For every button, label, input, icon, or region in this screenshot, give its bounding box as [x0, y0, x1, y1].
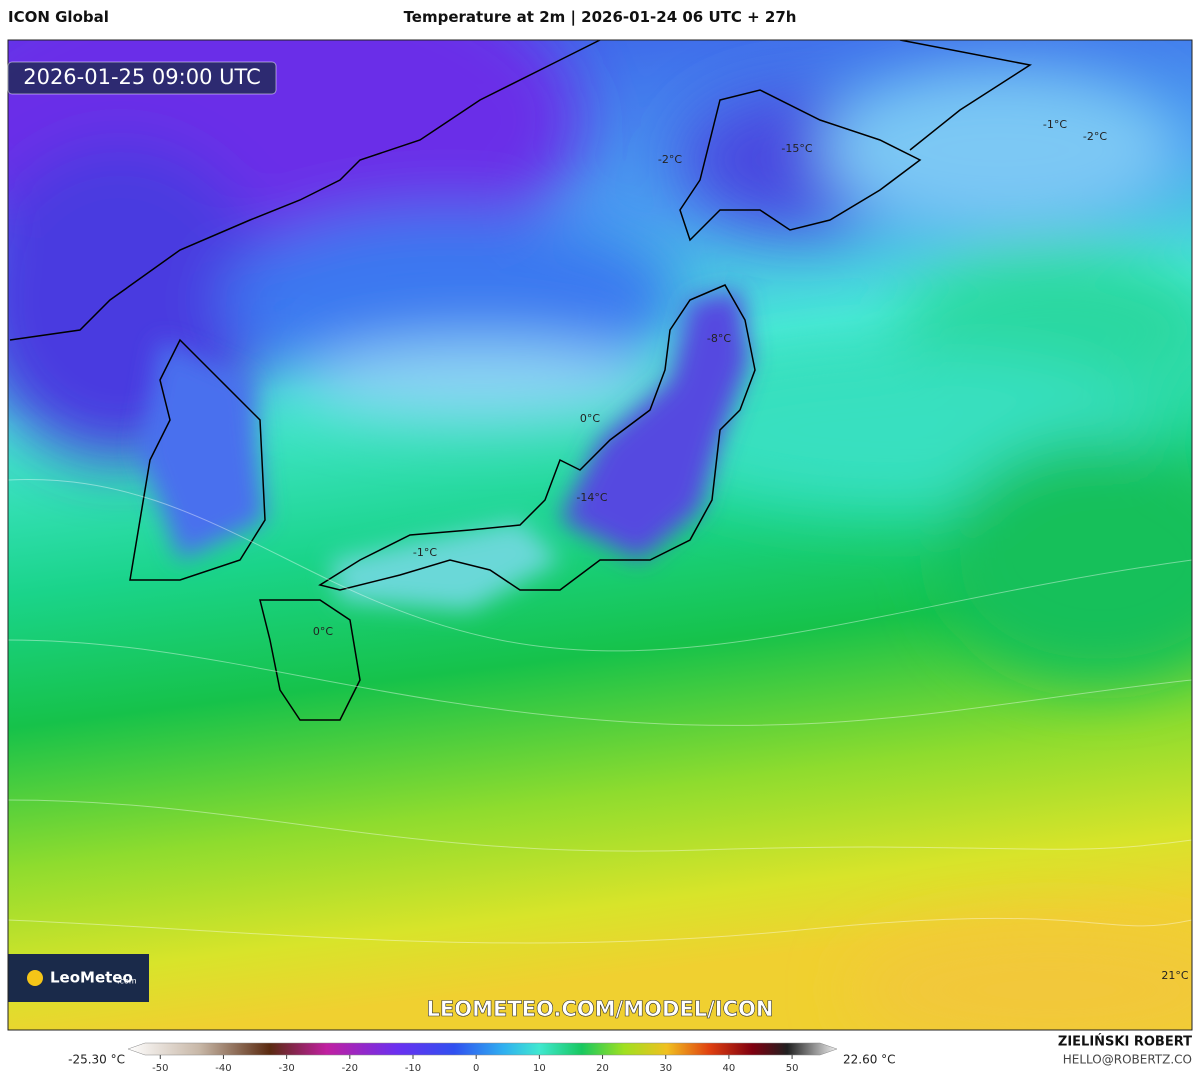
map-title: Temperature at 2m | 2026-01-24 06 UTC + … — [403, 8, 797, 26]
temperature-label: -15°C — [781, 142, 812, 155]
colorbar-tick-label: 50 — [786, 1063, 799, 1074]
temperature-label: -8°C — [707, 332, 731, 345]
email: HELLO@ROBERTZ.CO — [1063, 1053, 1192, 1067]
logo-sun — [27, 970, 43, 986]
temperature-label: 21°C — [1161, 969, 1188, 982]
temperature-label: -1°C — [1043, 118, 1067, 131]
author: ZIELIŃSKI ROBERT — [1058, 1034, 1192, 1050]
temperature-label: -14°C — [576, 491, 607, 504]
colorbar-tick-label: 20 — [596, 1063, 609, 1074]
temperature-label: -2°C — [1083, 130, 1107, 143]
colorbar-max: 22.60 °C — [843, 1053, 896, 1067]
colorbar-tick-label: -30 — [278, 1063, 294, 1074]
temperature-label: 0°C — [313, 625, 333, 638]
colorbar-tick-label: 30 — [659, 1063, 672, 1074]
temperature-label: -2°C — [658, 153, 682, 166]
map-frame — [7, 39, 1193, 1031]
colorbar-tick-label: -10 — [405, 1063, 421, 1074]
contours — [8, 478, 1192, 944]
colorbar-tick-label: 10 — [533, 1063, 546, 1074]
colorbar-tick-label: -50 — [152, 1063, 168, 1074]
colorbar-tick-label: 0 — [473, 1063, 479, 1074]
watermark: LEOMETEO.COM/MODEL/ICON — [427, 997, 774, 1021]
temperature-label: 0°C — [580, 412, 600, 425]
logo-name: LeoMeteo — [50, 969, 133, 987]
valid-time: 2026-01-25 09:00 UTC — [23, 65, 261, 89]
colorbar — [127, 1042, 838, 1056]
temperature-label: -1°C — [413, 546, 437, 559]
colorbar-min: -25.30 °C — [68, 1053, 125, 1067]
model-name: ICON Global — [8, 8, 109, 26]
colorbar-tick-label: -40 — [215, 1063, 231, 1074]
coastlines — [9, 40, 1032, 721]
valid-time-box — [7, 61, 277, 95]
temperature-field — [8, 40, 1192, 1030]
colorbar-tick-label: -20 — [342, 1063, 358, 1074]
logo-suffix: .com — [117, 977, 137, 986]
colorbar-tick-label: 40 — [723, 1063, 736, 1074]
